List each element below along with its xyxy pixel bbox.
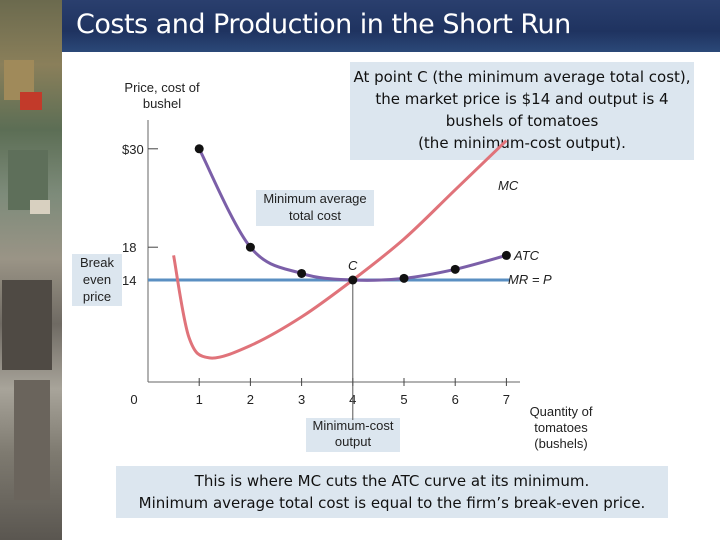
x-axis-title-line: Quantity of	[529, 404, 593, 419]
break-even-price-label: Break even price	[72, 254, 122, 306]
x-tick-label: 1	[196, 392, 203, 407]
photo-crowd	[2, 280, 52, 370]
photo-vehicle	[30, 200, 50, 214]
atc-curve-label: ATC	[513, 248, 540, 263]
y-axis-title-line: Price, cost of	[124, 80, 200, 95]
min-avg-line: Minimum average	[263, 191, 367, 206]
min-avg-line: total cost	[288, 208, 342, 223]
y-axis-title-line: bushel	[142, 96, 182, 111]
y-tick-label: 18	[122, 240, 136, 255]
point-c-label: C	[348, 258, 358, 273]
slide-title: Costs and Production in the Short Run	[76, 9, 571, 40]
mc-curve	[172, 139, 508, 360]
x-axis-title: Quantity of tomatoes (bushels)	[518, 404, 604, 452]
y-axis-title: Price, cost of bushel	[112, 80, 212, 112]
title-bar	[62, 0, 720, 52]
break-even-line: even	[82, 272, 112, 287]
mr-line-label: MR = P	[508, 272, 552, 287]
atc-data-point	[245, 242, 255, 252]
atc-data-point	[501, 250, 511, 260]
background-photo-strip	[0, 0, 62, 540]
break-even-line: price	[82, 289, 112, 304]
photo-sign	[20, 92, 42, 110]
x-tick-label: 2	[247, 392, 254, 407]
atc-data-point	[399, 273, 409, 283]
y-tick-label: $30	[122, 142, 144, 157]
break-even-line: Break	[80, 255, 114, 270]
atc-data-point	[194, 144, 204, 154]
callout-line: the market price is $14 and output is 4	[375, 90, 669, 108]
y-tick-label: 14	[122, 273, 136, 288]
x-tick-label: 5	[400, 392, 407, 407]
atc-data-point	[297, 268, 307, 278]
callout-line: At point C (the minimum average total co…	[353, 68, 691, 86]
x-tick-label: 3	[298, 392, 305, 407]
min-cost-line: output	[334, 434, 372, 449]
atc-data-point	[348, 275, 358, 285]
callout-bottom-line: Minimum average total cost is equal to t…	[138, 494, 646, 512]
x-axis-title-line: tomatoes	[534, 420, 588, 435]
x-tick-label: 7	[503, 392, 510, 407]
minimum-cost-output-label: Minimum-cost output	[306, 418, 400, 452]
min-cost-line: Minimum-cost	[312, 418, 394, 433]
callout-line: (the minimum-cost output).	[418, 134, 626, 152]
callout-bottom: This is where MC cuts the ATC curve at i…	[116, 466, 668, 518]
photo-crowd	[14, 380, 50, 500]
x-tick-label: 6	[452, 392, 459, 407]
callout-point-c: At point C (the minimum average total co…	[350, 62, 694, 160]
min-average-total-cost-label: Minimum average total cost	[256, 190, 374, 226]
origin-label: 0	[130, 392, 137, 407]
callout-line: bushels of tomatoes	[445, 112, 599, 130]
atc-data-point	[450, 264, 460, 274]
callout-bottom-line: This is where MC cuts the ATC curve at i…	[194, 472, 590, 490]
mc-curve-label: MC	[498, 178, 519, 193]
x-axis-title-line: (bushels)	[534, 436, 588, 451]
